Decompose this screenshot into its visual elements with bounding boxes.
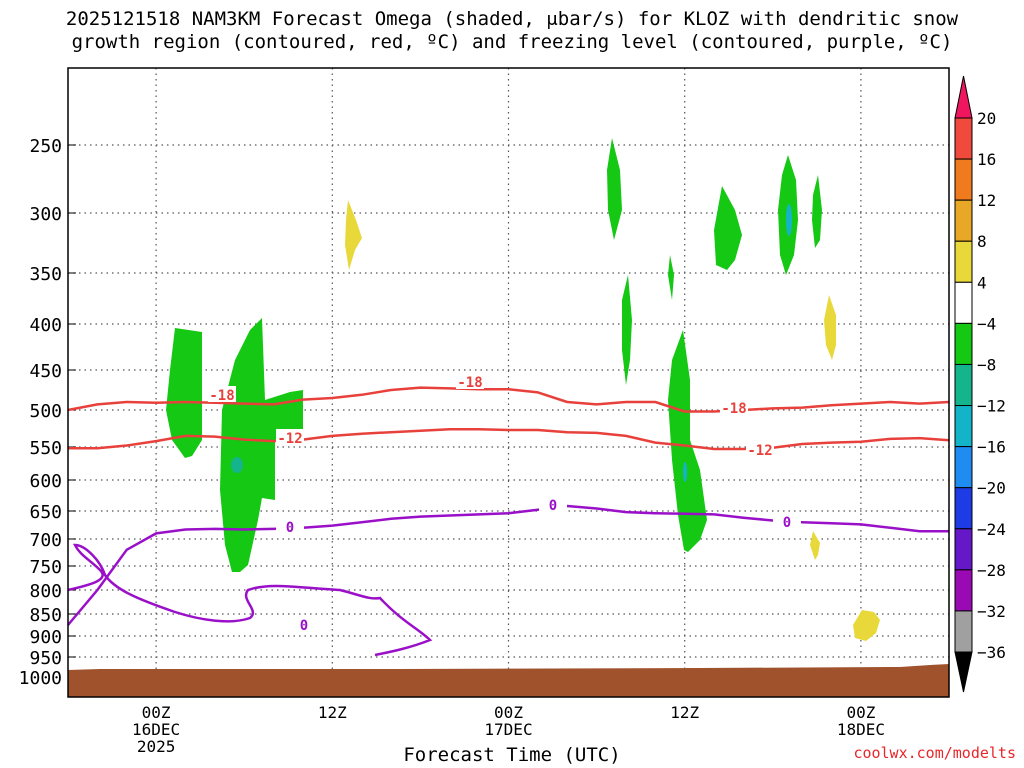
x-tick-label: 00Z xyxy=(846,703,875,722)
dgz-lower-label: -12 xyxy=(277,431,302,447)
omega-region-green_a2 xyxy=(220,318,303,572)
x-tick-label: 12Z xyxy=(670,703,699,722)
credit-text: coolwx.com/modelts xyxy=(853,744,1016,762)
y-tick-label: 350 xyxy=(29,264,62,285)
omega-region-green_b4 xyxy=(668,330,707,552)
dgz-upper-label: -18 xyxy=(457,375,482,391)
x-tick-label: 18DEC xyxy=(837,720,885,739)
freezing-label: 0 xyxy=(549,498,557,514)
y-tick-label: 1000 xyxy=(19,668,62,689)
colorbar-box xyxy=(954,240,973,283)
y-tick-label: 250 xyxy=(29,136,62,157)
y-tick-label: 450 xyxy=(29,361,62,382)
colorbar-label: 20 xyxy=(977,109,996,128)
dgz-upper-label-bg xyxy=(208,386,236,402)
colorbar-label: −20 xyxy=(977,479,1006,498)
colorbar-bottom-triangle xyxy=(954,651,973,693)
chart-title-line2: growth region (contoured, red, ºC) and f… xyxy=(71,31,953,53)
omega-region-yellow_2 xyxy=(824,295,836,360)
freezing-label-bg xyxy=(276,518,304,534)
colorbar-box xyxy=(954,610,973,653)
terrain-ground xyxy=(68,664,949,697)
colorbar-label: −24 xyxy=(977,520,1006,539)
omega-region-green_b5 xyxy=(714,186,742,270)
omega-region-green_b3 xyxy=(668,255,674,300)
omega-region-yellow_3 xyxy=(810,531,820,560)
colorbar-box xyxy=(954,569,973,612)
y-tick-label: 300 xyxy=(29,204,62,225)
freezing-label-bg xyxy=(773,513,801,529)
plot-frame xyxy=(67,67,950,698)
dgz-upper-label-bg xyxy=(720,399,748,415)
dgz-upper-label-bg xyxy=(456,373,484,389)
dgz-lower-isotherm-line xyxy=(68,427,950,451)
dgz-lower-label-bg xyxy=(276,429,304,445)
omega-region-cyan-core xyxy=(786,204,792,236)
colorbar-top-triangle xyxy=(954,75,973,119)
freezing-label: 0 xyxy=(286,520,294,536)
x-axis-title: Forecast Time (UTC) xyxy=(403,744,621,766)
colorbar-box xyxy=(954,281,973,324)
y-tick-label: 600 xyxy=(29,471,62,492)
colorbar-label: −4 xyxy=(977,314,996,333)
chart-title-line1: 2025121518 NAM3KM Forecast Omega (shaded… xyxy=(65,8,959,30)
dgz-upper-label: -18 xyxy=(721,401,746,417)
y-tick-label: 950 xyxy=(29,648,62,669)
x-tick-label: 12Z xyxy=(318,703,347,722)
colorbar-label: −12 xyxy=(977,397,1006,416)
dgz-upper-isotherm-line xyxy=(67,386,950,413)
colorbar-label: 16 xyxy=(977,150,996,169)
dgz-lower-label: -12 xyxy=(747,443,772,459)
omega-region-green_b7 xyxy=(812,175,822,248)
colorbar-box xyxy=(954,487,973,530)
x-tick-label: 00Z xyxy=(142,703,171,722)
colorbar-label: 8 xyxy=(977,232,987,251)
freezing-level-low-loop xyxy=(67,543,433,657)
omega-region-cyan-core xyxy=(683,462,687,482)
y-tick-label: 550 xyxy=(29,438,62,459)
freezing-label: 0 xyxy=(783,515,791,531)
colorbar-box xyxy=(954,117,973,160)
colorbar-label: −8 xyxy=(977,355,996,374)
y-tick-label: 900 xyxy=(29,627,62,648)
colorbar-label: −16 xyxy=(977,438,1006,457)
y-tick-label: 500 xyxy=(29,401,62,422)
y-tick-label: 400 xyxy=(29,315,62,336)
x-tick-label: 17DEC xyxy=(484,720,532,739)
x-tick-label: 2025 xyxy=(137,737,176,756)
omega-region-green_a1 xyxy=(166,328,202,458)
colorbar-box xyxy=(954,446,973,489)
y-tick-label: 850 xyxy=(29,605,62,626)
colorbar-box xyxy=(954,528,973,571)
colorbar-box xyxy=(954,363,973,407)
y-tick-label: 800 xyxy=(29,581,62,602)
freezing-label-bg xyxy=(539,496,567,512)
omega-region-green_b1 xyxy=(607,138,622,240)
colorbar-label: −32 xyxy=(977,602,1006,621)
omega-region-yellow_1 xyxy=(345,200,362,270)
colorbar-box xyxy=(954,405,973,448)
omega-region-yellow_4 xyxy=(853,610,880,641)
dgz-upper-label: -18 xyxy=(209,388,234,404)
x-tick-label: 00Z xyxy=(494,703,523,722)
omega-region-green_b2 xyxy=(622,275,632,385)
omega-region-teal-core xyxy=(231,457,243,473)
y-tick-label: 700 xyxy=(29,530,62,551)
colorbar-label: −36 xyxy=(977,643,1006,662)
colorbar-box xyxy=(954,199,973,242)
colorbar-box xyxy=(954,322,973,365)
x-tick-label: 16DEC xyxy=(132,720,180,739)
y-tick-label: 650 xyxy=(29,502,62,523)
colorbar-box xyxy=(954,158,973,201)
colorbar-label: −28 xyxy=(977,561,1006,580)
y-tick-label: 750 xyxy=(29,557,62,578)
colorbar-label: 12 xyxy=(977,191,996,210)
freezing-label: 0 xyxy=(300,618,308,634)
freezing-level-line xyxy=(67,504,949,626)
freezing-label-bg xyxy=(290,616,318,632)
colorbar-label: 4 xyxy=(977,273,987,292)
dgz-lower-label-bg xyxy=(746,441,774,457)
